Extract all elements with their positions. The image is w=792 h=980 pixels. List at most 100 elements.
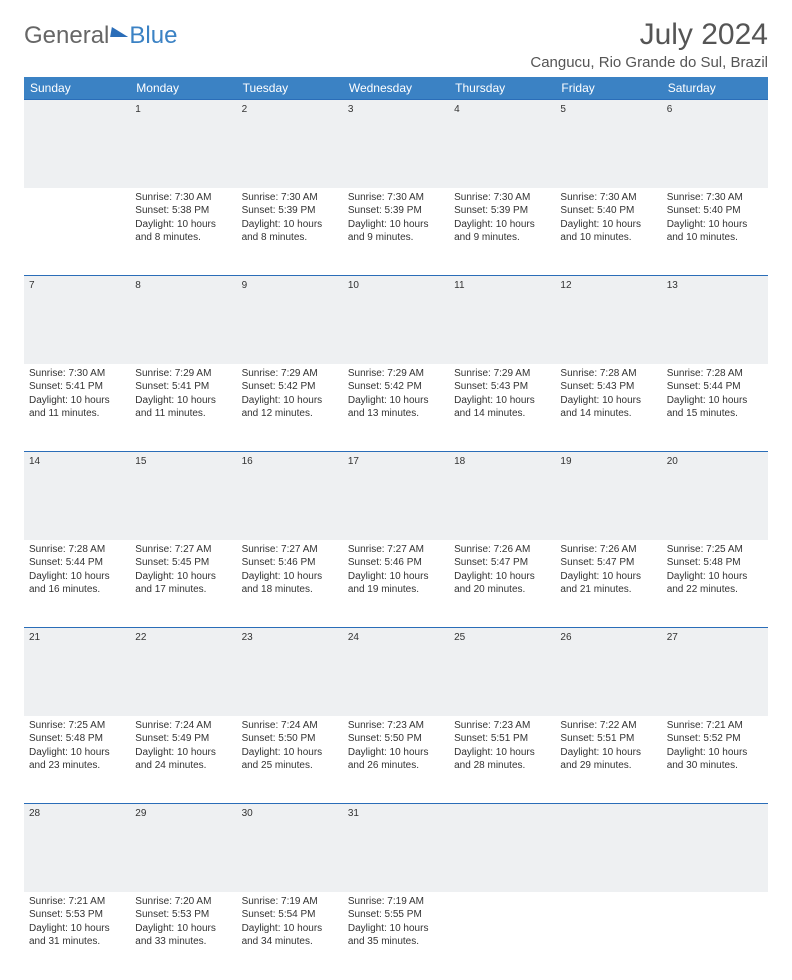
day-cell: Sunrise: 7:30 AMSunset: 5:39 PMDaylight:… [343,188,449,276]
day-number: 7 [24,276,130,364]
sunset-text: Sunset: 5:44 PM [29,556,125,570]
day-number: 9 [237,276,343,364]
day-number: 25 [449,628,555,716]
day-cell [662,892,768,980]
day-cell [449,892,555,980]
daylight-text: Daylight: 10 hours and 16 minutes. [29,570,125,597]
sunset-text: Sunset: 5:47 PM [454,556,550,570]
daylight-text: Daylight: 10 hours and 12 minutes. [242,394,338,421]
sunrise-text: Sunrise: 7:25 AM [29,719,125,733]
day-cell: Sunrise: 7:29 AMSunset: 5:42 PMDaylight:… [343,364,449,452]
day-cell: Sunrise: 7:28 AMSunset: 5:43 PMDaylight:… [555,364,661,452]
sunrise-text: Sunrise: 7:26 AM [560,543,656,557]
daylight-text: Daylight: 10 hours and 8 minutes. [242,218,338,245]
daylight-text: Daylight: 10 hours and 34 minutes. [242,922,338,949]
day-content-row: Sunrise: 7:30 AMSunset: 5:41 PMDaylight:… [24,364,768,452]
day-cell: Sunrise: 7:27 AMSunset: 5:46 PMDaylight:… [237,540,343,628]
day-number: 14 [24,452,130,540]
month-title: July 2024 [530,18,768,52]
sunrise-text: Sunrise: 7:24 AM [135,719,231,733]
day-cell: Sunrise: 7:25 AMSunset: 5:48 PMDaylight:… [24,716,130,804]
daylight-text: Daylight: 10 hours and 13 minutes. [348,394,444,421]
day-content-row: Sunrise: 7:25 AMSunset: 5:48 PMDaylight:… [24,716,768,804]
day-cell: Sunrise: 7:30 AMSunset: 5:41 PMDaylight:… [24,364,130,452]
sunrise-text: Sunrise: 7:30 AM [135,191,231,205]
dow-friday: Friday [555,77,661,100]
sunset-text: Sunset: 5:41 PM [135,380,231,394]
header: General Blue July 2024 Cangucu, Rio Gran… [24,18,768,71]
sunset-text: Sunset: 5:42 PM [242,380,338,394]
day-cell: Sunrise: 7:26 AMSunset: 5:47 PMDaylight:… [449,540,555,628]
sunrise-text: Sunrise: 7:28 AM [29,543,125,557]
day-cell: Sunrise: 7:26 AMSunset: 5:47 PMDaylight:… [555,540,661,628]
day-cell: Sunrise: 7:30 AMSunset: 5:40 PMDaylight:… [555,188,661,276]
daylight-text: Daylight: 10 hours and 9 minutes. [454,218,550,245]
day-number: 3 [343,100,449,188]
daylight-text: Daylight: 10 hours and 35 minutes. [348,922,444,949]
sunrise-text: Sunrise: 7:19 AM [348,895,444,909]
day-cell: Sunrise: 7:21 AMSunset: 5:53 PMDaylight:… [24,892,130,980]
dow-thursday: Thursday [449,77,555,100]
day-cell: Sunrise: 7:30 AMSunset: 5:39 PMDaylight:… [237,188,343,276]
sunrise-text: Sunrise: 7:29 AM [348,367,444,381]
day-content-row: Sunrise: 7:28 AMSunset: 5:44 PMDaylight:… [24,540,768,628]
day-number [24,100,130,188]
sunset-text: Sunset: 5:40 PM [560,204,656,218]
sunrise-text: Sunrise: 7:30 AM [242,191,338,205]
sunset-text: Sunset: 5:41 PM [29,380,125,394]
day-number: 31 [343,804,449,892]
sunrise-text: Sunrise: 7:20 AM [135,895,231,909]
day-cell [24,188,130,276]
sunset-text: Sunset: 5:53 PM [29,908,125,922]
daylight-text: Daylight: 10 hours and 11 minutes. [29,394,125,421]
sunrise-text: Sunrise: 7:29 AM [454,367,550,381]
day-cell: Sunrise: 7:19 AMSunset: 5:54 PMDaylight:… [237,892,343,980]
logo-triangle-icon [111,27,131,37]
daylight-text: Daylight: 10 hours and 28 minutes. [454,746,550,773]
day-number-row: 14151617181920 [24,452,768,540]
daylight-text: Daylight: 10 hours and 8 minutes. [135,218,231,245]
day-number: 26 [555,628,661,716]
sunset-text: Sunset: 5:53 PM [135,908,231,922]
day-number: 16 [237,452,343,540]
sunrise-text: Sunrise: 7:23 AM [348,719,444,733]
sunset-text: Sunset: 5:47 PM [560,556,656,570]
sunset-text: Sunset: 5:39 PM [454,204,550,218]
day-number: 23 [237,628,343,716]
day-number: 2 [237,100,343,188]
sunset-text: Sunset: 5:42 PM [348,380,444,394]
daylight-text: Daylight: 10 hours and 30 minutes. [667,746,763,773]
sunset-text: Sunset: 5:39 PM [348,204,444,218]
day-number: 11 [449,276,555,364]
day-cell: Sunrise: 7:28 AMSunset: 5:44 PMDaylight:… [24,540,130,628]
day-cell: Sunrise: 7:23 AMSunset: 5:50 PMDaylight:… [343,716,449,804]
sunset-text: Sunset: 5:43 PM [454,380,550,394]
day-number: 17 [343,452,449,540]
day-number [662,804,768,892]
sunset-text: Sunset: 5:43 PM [560,380,656,394]
sunrise-text: Sunrise: 7:22 AM [560,719,656,733]
daylight-text: Daylight: 10 hours and 22 minutes. [667,570,763,597]
sunrise-text: Sunrise: 7:24 AM [242,719,338,733]
daylight-text: Daylight: 10 hours and 18 minutes. [242,570,338,597]
day-cell: Sunrise: 7:19 AMSunset: 5:55 PMDaylight:… [343,892,449,980]
sunset-text: Sunset: 5:45 PM [135,556,231,570]
dow-sunday: Sunday [24,77,130,100]
sunrise-text: Sunrise: 7:29 AM [135,367,231,381]
sunrise-text: Sunrise: 7:30 AM [667,191,763,205]
sunrise-text: Sunrise: 7:25 AM [667,543,763,557]
dow-saturday: Saturday [662,77,768,100]
sunset-text: Sunset: 5:48 PM [667,556,763,570]
day-cell: Sunrise: 7:21 AMSunset: 5:52 PMDaylight:… [662,716,768,804]
day-number: 27 [662,628,768,716]
sunset-text: Sunset: 5:50 PM [242,732,338,746]
day-number: 30 [237,804,343,892]
sunrise-text: Sunrise: 7:30 AM [560,191,656,205]
logo: General Blue [24,22,177,50]
day-number: 13 [662,276,768,364]
sunset-text: Sunset: 5:44 PM [667,380,763,394]
sunrise-text: Sunrise: 7:30 AM [29,367,125,381]
sunrise-text: Sunrise: 7:29 AM [242,367,338,381]
sunrise-text: Sunrise: 7:28 AM [667,367,763,381]
day-cell: Sunrise: 7:29 AMSunset: 5:42 PMDaylight:… [237,364,343,452]
